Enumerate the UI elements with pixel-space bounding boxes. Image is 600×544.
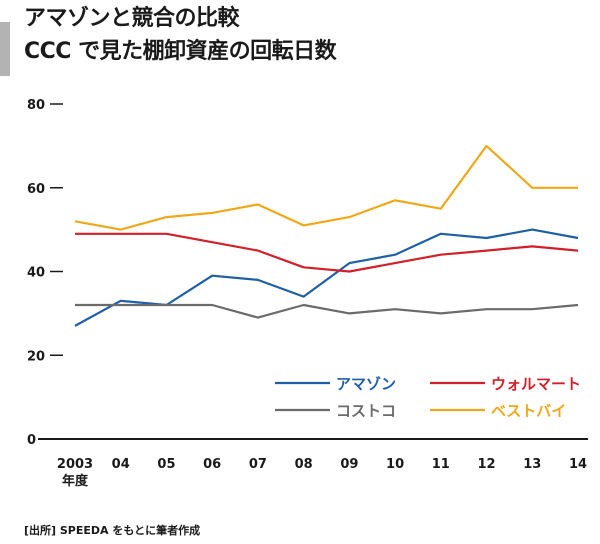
y-tick-label-60: 60 xyxy=(27,182,45,197)
series-line-3 xyxy=(74,144,578,231)
legend-label-1: ウォルマート xyxy=(491,375,581,393)
y-tick-label-0: 0 xyxy=(27,433,36,448)
title-accent-bar xyxy=(0,22,10,76)
x-tick-label-04: 04 xyxy=(112,457,130,472)
line-chart: 0 20 40 60 80 2003 04 05 06 07 08 09 10 11 12 13 14 年度 アマゾ… xyxy=(27,98,588,489)
y-tick-label-40: 40 xyxy=(27,266,45,281)
y-tick-label-80: 80 xyxy=(27,98,45,113)
x-tick-label-14: 14 xyxy=(569,457,587,472)
x-tick-label-06: 06 xyxy=(203,457,221,472)
y-tick-label-20: 20 xyxy=(27,349,45,364)
legend-label-0: アマゾン xyxy=(336,375,396,393)
legend-label-2: コストコ xyxy=(336,402,396,420)
x-tick-label-05: 05 xyxy=(157,457,175,472)
x-tick-label-07: 07 xyxy=(249,457,267,472)
series-line-2 xyxy=(75,303,579,319)
x-tick-label-10: 10 xyxy=(386,457,404,472)
x-tick-label-08: 08 xyxy=(295,457,313,472)
legend-label-3: ベストバイ xyxy=(491,402,566,420)
x-tick-label-13: 13 xyxy=(523,457,541,472)
series-line-0 xyxy=(74,228,579,327)
chart-title-line2: CCC で見た棚卸資産の回転日数 xyxy=(24,39,337,64)
x-tick-label-12: 12 xyxy=(477,457,495,472)
x-axis-title: 年度 xyxy=(62,473,89,489)
series-line-1 xyxy=(75,232,579,273)
chart-title-line1: アマゾンと競合の比較 xyxy=(24,6,240,31)
x-tick-label-09: 09 xyxy=(340,457,358,472)
source-note: [出所] SPEEDA をもとに筆者作成 xyxy=(24,524,201,537)
x-tick-label-2003: 2003 xyxy=(57,457,93,472)
x-tick-label-11: 11 xyxy=(432,457,450,472)
